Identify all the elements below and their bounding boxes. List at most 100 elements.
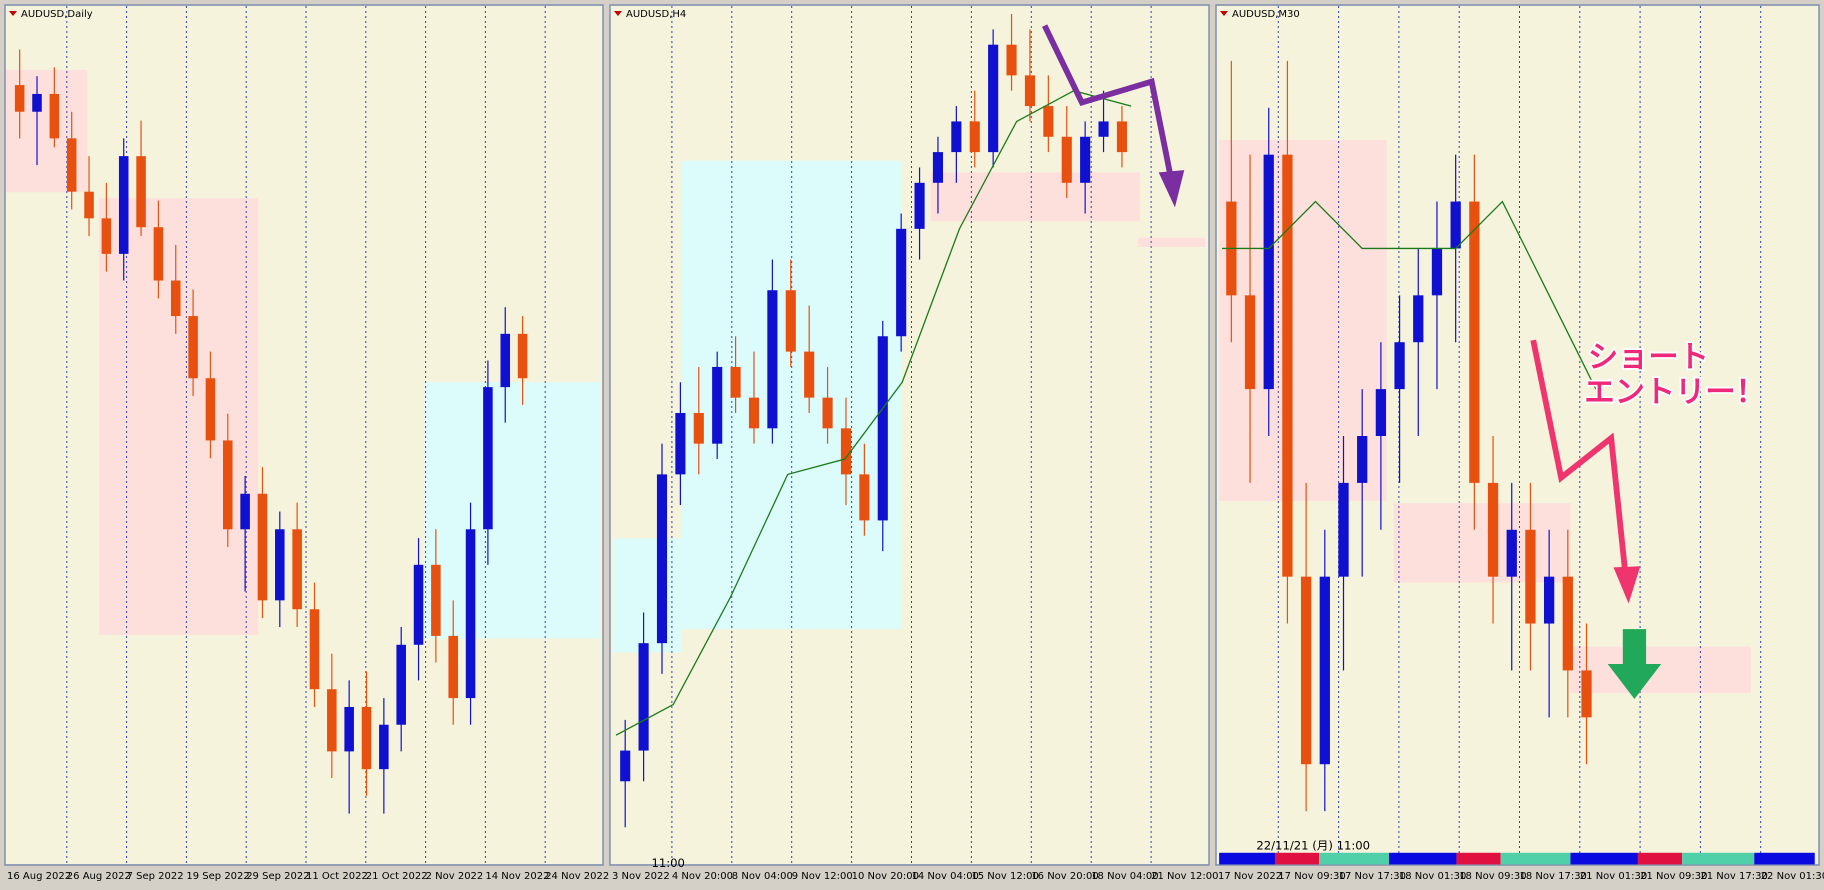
zone — [1137, 237, 1206, 247]
x-label: 22 Nov 01:30 — [1761, 871, 1824, 882]
candle-body — [500, 333, 511, 388]
candle-body — [1394, 342, 1405, 390]
candle-body — [730, 366, 741, 398]
zone — [424, 382, 600, 639]
candle-body — [1487, 482, 1499, 577]
candle-body — [448, 635, 458, 699]
candle-body — [292, 529, 302, 610]
candle-body — [483, 387, 493, 530]
x-label: 19 Sep 2022 — [186, 871, 249, 882]
candle-body — [859, 474, 870, 521]
x-label: 11 Oct 2022 — [306, 871, 368, 882]
menu-icon — [9, 11, 17, 16]
x-label: 7 Sep 2022 — [127, 871, 184, 882]
candle-body — [275, 529, 285, 601]
x-label: 2 Nov 2022 — [426, 871, 484, 882]
panel-title: AUDUSD,M30 — [1232, 9, 1300, 20]
x-label: 10 Nov 20:00 — [852, 871, 919, 882]
candle-body — [1244, 295, 1256, 390]
candle-body — [877, 336, 888, 521]
x-label: 3 Nov 2022 — [612, 871, 670, 882]
candle-body — [748, 397, 760, 429]
annotation: エントリー！ — [1584, 375, 1765, 410]
candle-body — [675, 412, 686, 475]
moving-average — [1222, 200, 1597, 390]
candle-body — [804, 351, 815, 398]
candle-body — [712, 366, 723, 444]
candle-body — [223, 440, 233, 530]
candle-body — [118, 156, 129, 254]
bar-seg — [1388, 852, 1457, 865]
candle-body — [101, 218, 112, 254]
arrow-head — [1613, 566, 1641, 604]
candle-body — [465, 529, 476, 699]
candle-body — [1431, 248, 1443, 296]
candle-body — [170, 280, 181, 317]
candle-body — [1581, 670, 1592, 718]
x-label: 17 Nov 09:30 — [1278, 871, 1345, 882]
arrow — [1530, 339, 1630, 583]
x-label: 9 Nov 12:00 — [792, 871, 853, 882]
x-label: 4 Nov 20:00 — [672, 871, 733, 882]
candle-body — [396, 644, 406, 725]
candle-body — [1061, 136, 1072, 183]
candle-body — [257, 493, 268, 601]
x-label: 24 Nov 2022 — [545, 871, 609, 882]
candle-body — [896, 228, 907, 337]
candle-body — [84, 191, 94, 219]
x-label: 17 Nov 17:30 — [1339, 871, 1406, 882]
panel-title: AUDUSD,H4 — [626, 9, 686, 20]
candle-body — [914, 182, 925, 229]
panel-frame — [609, 4, 1210, 866]
candle-body — [1469, 201, 1480, 483]
panel-title: AUDUSD,Daily — [21, 9, 93, 20]
candle-body — [1543, 576, 1555, 624]
candle-body — [822, 397, 833, 429]
candle-body — [1338, 482, 1349, 577]
candle-body — [656, 474, 668, 644]
time-label: 11:00 — [651, 856, 684, 870]
x-label: 21 Nov 17:30 — [1700, 871, 1767, 882]
candle-body — [1006, 44, 1017, 76]
candle-body — [49, 93, 60, 139]
x-label: 14 Nov 04:00 — [912, 871, 979, 882]
bar-seg — [1456, 852, 1501, 865]
zone — [98, 198, 259, 635]
candle-body — [66, 138, 77, 192]
candle-body — [1263, 154, 1274, 390]
candle-body — [1282, 154, 1293, 577]
x-label: 21 Nov 12:00 — [1151, 871, 1218, 882]
candle-body — [309, 609, 320, 690]
zone — [1393, 503, 1571, 583]
candle-body — [1116, 121, 1128, 153]
annotation: ショート — [1588, 340, 1709, 375]
candle-body — [785, 290, 796, 352]
x-label: 18 Nov 09:30 — [1459, 871, 1526, 882]
candle-body — [932, 152, 944, 183]
candle-body — [1043, 106, 1054, 137]
zone — [1570, 646, 1751, 694]
x-label: 26 Aug 2022 — [67, 871, 131, 882]
x-label: 16 Aug 2022 — [7, 871, 71, 882]
candle-body — [361, 706, 372, 770]
x-label: 18 Nov 01:30 — [1399, 871, 1466, 882]
candle-body — [1357, 436, 1368, 483]
arrow-head — [1158, 170, 1185, 208]
candle-body — [153, 227, 164, 281]
menu-icon — [614, 11, 622, 16]
x-label: 8 Nov 04:00 — [732, 871, 793, 882]
candle-body — [431, 564, 441, 636]
candle-body — [413, 564, 424, 645]
candle-body — [240, 493, 250, 530]
x-label: 18 Nov 17:30 — [1520, 871, 1587, 882]
candle-body — [767, 290, 778, 429]
zone — [930, 172, 1141, 222]
candle-body — [344, 706, 354, 752]
bar-seg — [1682, 852, 1755, 865]
bar-seg — [1637, 852, 1683, 865]
candle-body — [638, 643, 649, 751]
candle-body — [136, 156, 146, 228]
panel-frame — [1215, 4, 1820, 866]
candle-body — [1098, 121, 1109, 137]
